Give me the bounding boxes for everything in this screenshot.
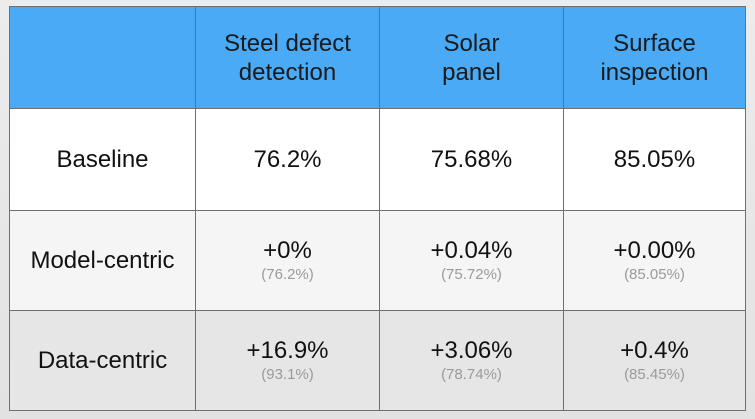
cell-detail: (85.05%) — [624, 265, 685, 283]
table-row-data-centric: Data-centric +16.9% (93.1%) +3.06% (78.7… — [9, 310, 746, 411]
cell-value: 75.68% — [430, 145, 513, 173]
row-label-baseline: Baseline — [9, 108, 196, 211]
cell-baseline-steel: 76.2% — [195, 108, 380, 211]
cell-data-surface: +0.4% (85.45%) — [563, 310, 746, 411]
cell-value: 85.05% — [613, 145, 696, 173]
table-row-model-centric: Model-centric +0% (76.2%) +0.04% (75.72%… — [9, 210, 746, 311]
header-surface-inspection: Surface inspection — [563, 6, 746, 109]
cell-value: +0.4% — [620, 336, 689, 364]
table-row-baseline: Baseline 76.2% 75.68% 85.05% — [9, 108, 746, 211]
cell-data-solar: +3.06% (78.74%) — [379, 310, 564, 411]
cell-baseline-solar: 75.68% — [379, 108, 564, 211]
cell-detail: (93.1%) — [261, 365, 314, 383]
cell-detail: (75.72%) — [441, 265, 502, 283]
cell-value: 76.2% — [253, 145, 322, 173]
row-label-data-centric: Data-centric — [9, 310, 196, 411]
cell-model-surface: +0.00% (85.05%) — [563, 210, 746, 311]
results-table: Steel defect detection Solar panel Surfa… — [9, 6, 746, 411]
header-row: Steel defect detection Solar panel Surfa… — [9, 6, 746, 109]
cell-model-solar: +0.04% (75.72%) — [379, 210, 564, 311]
header-corner-cell — [9, 6, 196, 109]
cell-detail: (76.2%) — [261, 265, 314, 283]
cell-model-steel: +0% (76.2%) — [195, 210, 380, 311]
cell-baseline-surface: 85.05% — [563, 108, 746, 211]
row-label-model-centric: Model-centric — [9, 210, 196, 311]
cell-value: +0.04% — [430, 236, 513, 264]
cell-value: +3.06% — [430, 336, 513, 364]
cell-data-steel: +16.9% (93.1%) — [195, 310, 380, 411]
cell-value: +0.00% — [613, 236, 696, 264]
cell-detail: (78.74%) — [441, 365, 502, 383]
cell-detail: (85.45%) — [624, 365, 685, 383]
cell-value: +16.9% — [246, 336, 329, 364]
header-steel-defect-detection: Steel defect detection — [195, 6, 380, 109]
cell-value: +0% — [263, 236, 312, 264]
header-solar-panel: Solar panel — [379, 6, 564, 109]
